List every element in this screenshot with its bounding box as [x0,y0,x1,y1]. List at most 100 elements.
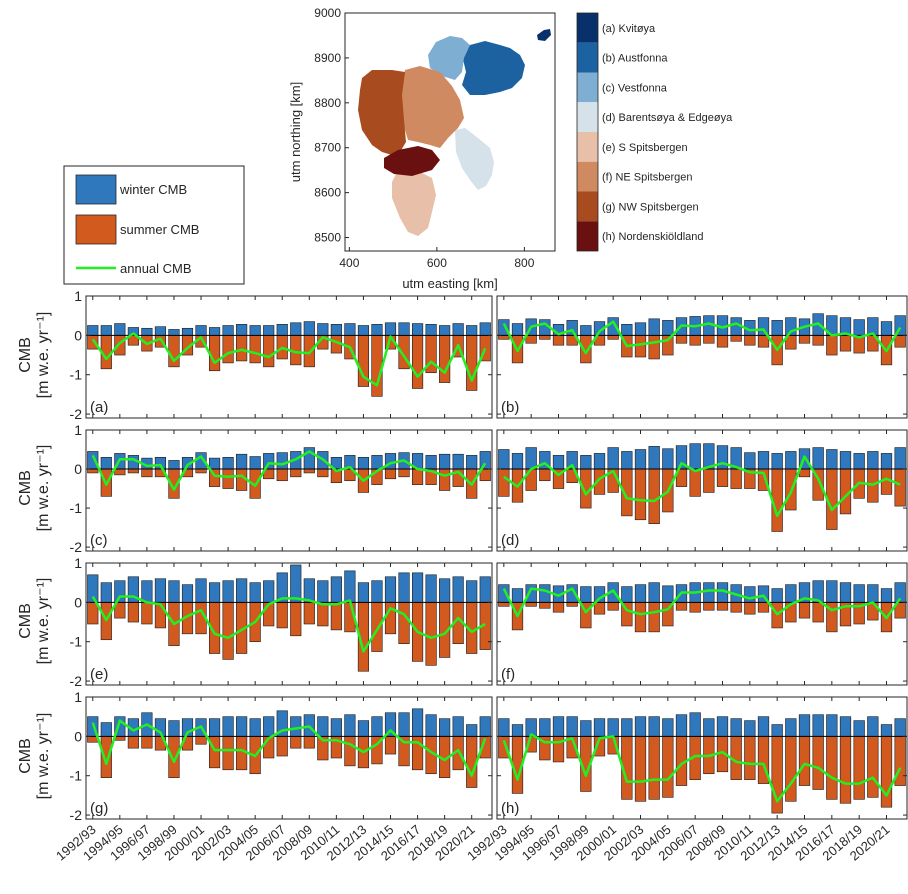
region-f-ne-spitsbergen [400,66,464,148]
region-h-nordenskioldland [384,146,440,176]
region-legend-swatch [577,221,598,251]
winter-bar [839,716,852,737]
map-ytick-label: 9000 [314,6,341,20]
row-ylabels: CMB [m w.e. yr⁻¹] CMB [m w.e. yr⁻¹] CMB … [17,312,52,800]
annual-line [502,320,902,355]
winter-bar [607,447,619,470]
summer-bar [439,335,451,383]
map-ytick-label: 8800 [314,96,341,110]
summer-bar [439,468,451,491]
ylabel-row2-line2: [m w.e. yr⁻¹] [35,445,52,532]
summer-bar [87,335,99,350]
ytick-label: 1 [74,422,82,438]
summer-bar [371,602,383,652]
panel-h: 1992/931994/951996/971998/992000/012002/… [464,696,908,864]
winter-bar [621,718,633,737]
summer-bar [648,602,660,633]
annual-line [91,450,487,491]
winter-bar [452,453,464,470]
summer-bar [290,468,302,478]
winter-bar [880,321,893,336]
winter-bar [498,449,510,470]
winter-bar [593,718,606,737]
panel-d: (d) [496,429,908,552]
winter-bar [826,449,838,470]
summer-bar [411,335,424,389]
summer-bar [634,602,647,633]
panel-label: (g) [90,800,108,817]
summer-bar [689,335,701,346]
winter-bar [621,451,633,470]
winter-bar [826,580,838,603]
winter-bar [662,585,674,603]
winter-bar [511,588,524,603]
summer-bar [839,335,852,352]
winter-bar [344,570,356,603]
panel-frame [496,562,908,686]
ytick-label: 1 [74,288,82,304]
winter-bar [181,327,194,336]
panel-label: (c) [90,532,108,549]
winter-bar [580,720,592,737]
summer-bar [398,602,410,644]
summer-legend-swatch [75,214,117,245]
summer-bar [675,335,688,344]
summer-bar [703,335,715,344]
panel-frame [85,429,493,552]
winter-bar [593,453,606,470]
winter-bar [290,716,302,737]
summer-bar [894,468,906,507]
winter-bar [552,455,565,470]
winter-bar [466,724,478,737]
region-legend-label: (d) Barentsøya & Edgeøya [602,112,733,124]
region-legend-swatch [577,132,598,162]
winter-bar [330,576,342,603]
ylabel-row2-line1: CMB [17,470,34,506]
winter-bar [290,564,302,603]
summer-bar [716,335,729,348]
winter-bar [771,453,783,470]
map-ticks: 400 600 800 8500 8600 8700 8800 8900 9000 [314,6,534,270]
winter-bar [839,451,852,470]
winter-bar [168,460,180,470]
winter-bar [757,716,770,737]
summer-bar [730,602,742,613]
winter-bar [867,716,879,737]
panel-label: (d) [501,532,519,549]
summer-bar [195,468,207,474]
winter-bar [439,578,451,603]
summer-bar [525,602,537,607]
summer-bar [141,602,153,625]
winter-bar [853,319,865,336]
summer-bar [552,335,565,346]
winter-bar [771,724,783,737]
summer-bar [757,602,770,613]
winter-bar [580,325,592,336]
winter-bar [263,580,275,603]
winter-bar [357,457,370,470]
winter-bar [425,714,437,737]
winter-bar [580,455,592,470]
summer-bar [127,468,139,474]
winter-bar [785,718,797,737]
summer-bar [195,736,207,745]
summer-bar [411,468,424,485]
winter-bar [730,718,742,737]
winter-bar [771,588,783,603]
winter-bar [853,453,865,470]
ytick-label: 0 [74,461,82,477]
summer-bar [127,602,139,623]
winter-bar [411,708,424,737]
winter-bar [479,322,491,336]
region-legend-swatch [577,102,598,132]
region-c-vestfonna [428,36,470,80]
winter-bar [812,714,824,737]
map-regions [358,29,551,236]
summer-bar [384,736,397,755]
winter-bar [154,578,167,603]
winter-bar [344,323,356,336]
winter-bar [249,456,261,470]
winter-bar [662,718,674,737]
summer-bar [593,602,606,615]
